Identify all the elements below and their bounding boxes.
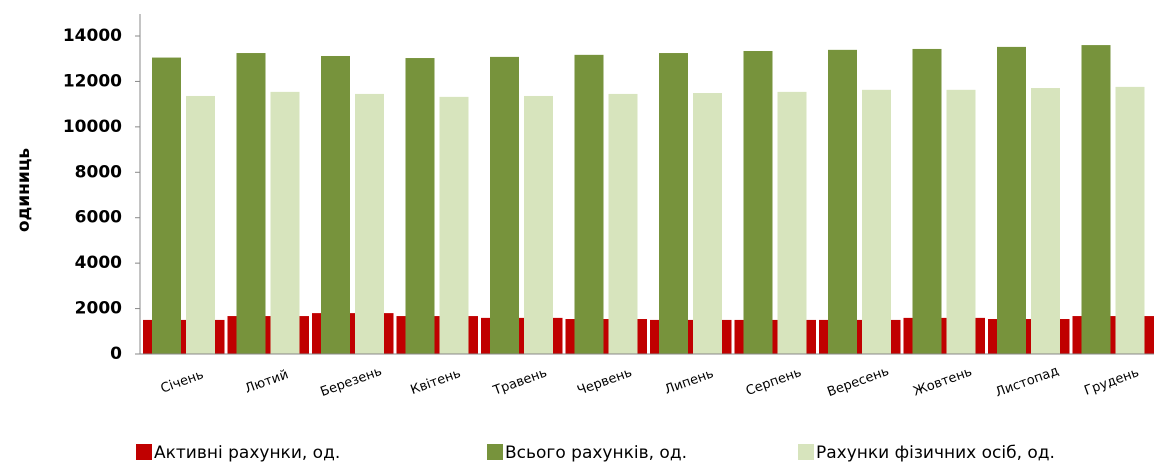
legend-label: Всього рахунків, од.: [505, 443, 687, 463]
bar: [946, 89, 976, 354]
bar: [608, 93, 638, 355]
legend-swatch: [136, 444, 152, 460]
x-tick-label: Квітень: [409, 366, 463, 398]
bar: [490, 56, 519, 354]
y-tick-label: 4000: [75, 253, 122, 273]
x-tick-label: Серпень: [744, 365, 804, 399]
bar: [862, 89, 891, 354]
x-tick-label: Листопад: [994, 364, 1061, 401]
y-tick-label: 12000: [63, 71, 122, 91]
bar: [743, 50, 773, 355]
bar: [524, 95, 553, 355]
legend-swatch: [798, 444, 814, 460]
x-tick-label: Жовтень: [911, 364, 974, 399]
x-tick-label: Лютий: [243, 367, 291, 397]
bar: [186, 95, 215, 355]
y-tick-label: 6000: [75, 208, 122, 228]
bar: [321, 55, 350, 354]
y-tick-label: 10000: [63, 117, 122, 137]
legend-label: Рахунки фізичних осіб, од.: [816, 443, 1055, 463]
bar: [912, 48, 942, 354]
y-tick-label: 2000: [75, 299, 122, 319]
bar: [997, 46, 1026, 354]
x-tick-label: Червень: [575, 365, 634, 399]
x-tick-label: Грудень: [1082, 365, 1141, 399]
y-tick-label: 8000: [75, 162, 122, 182]
bar: [270, 91, 300, 355]
bar: [1031, 88, 1060, 354]
bar: [659, 53, 688, 355]
bar: [439, 96, 469, 355]
x-tick-label: Вересень: [825, 364, 891, 400]
bar: [152, 57, 181, 354]
bar: [574, 54, 604, 355]
bar: [1115, 86, 1145, 354]
bar: [236, 53, 266, 355]
bar: [828, 49, 857, 354]
x-tick-label: Січень: [159, 367, 206, 396]
y-tick-label: 14000: [63, 26, 122, 46]
bar: [777, 91, 807, 355]
legend-label: Активні рахунки, од.: [154, 443, 340, 463]
x-tick-label: Березень: [318, 364, 384, 400]
bar: [405, 58, 435, 354]
y-tick-label: 0: [110, 344, 122, 364]
bar: [693, 93, 722, 355]
bar: [355, 93, 384, 355]
bar: [1081, 45, 1111, 354]
legend-swatch: [487, 444, 503, 460]
x-tick-label: Липень: [663, 366, 716, 398]
x-tick-label: Травень: [490, 365, 549, 399]
y-axis-label: одиниць: [14, 148, 34, 232]
